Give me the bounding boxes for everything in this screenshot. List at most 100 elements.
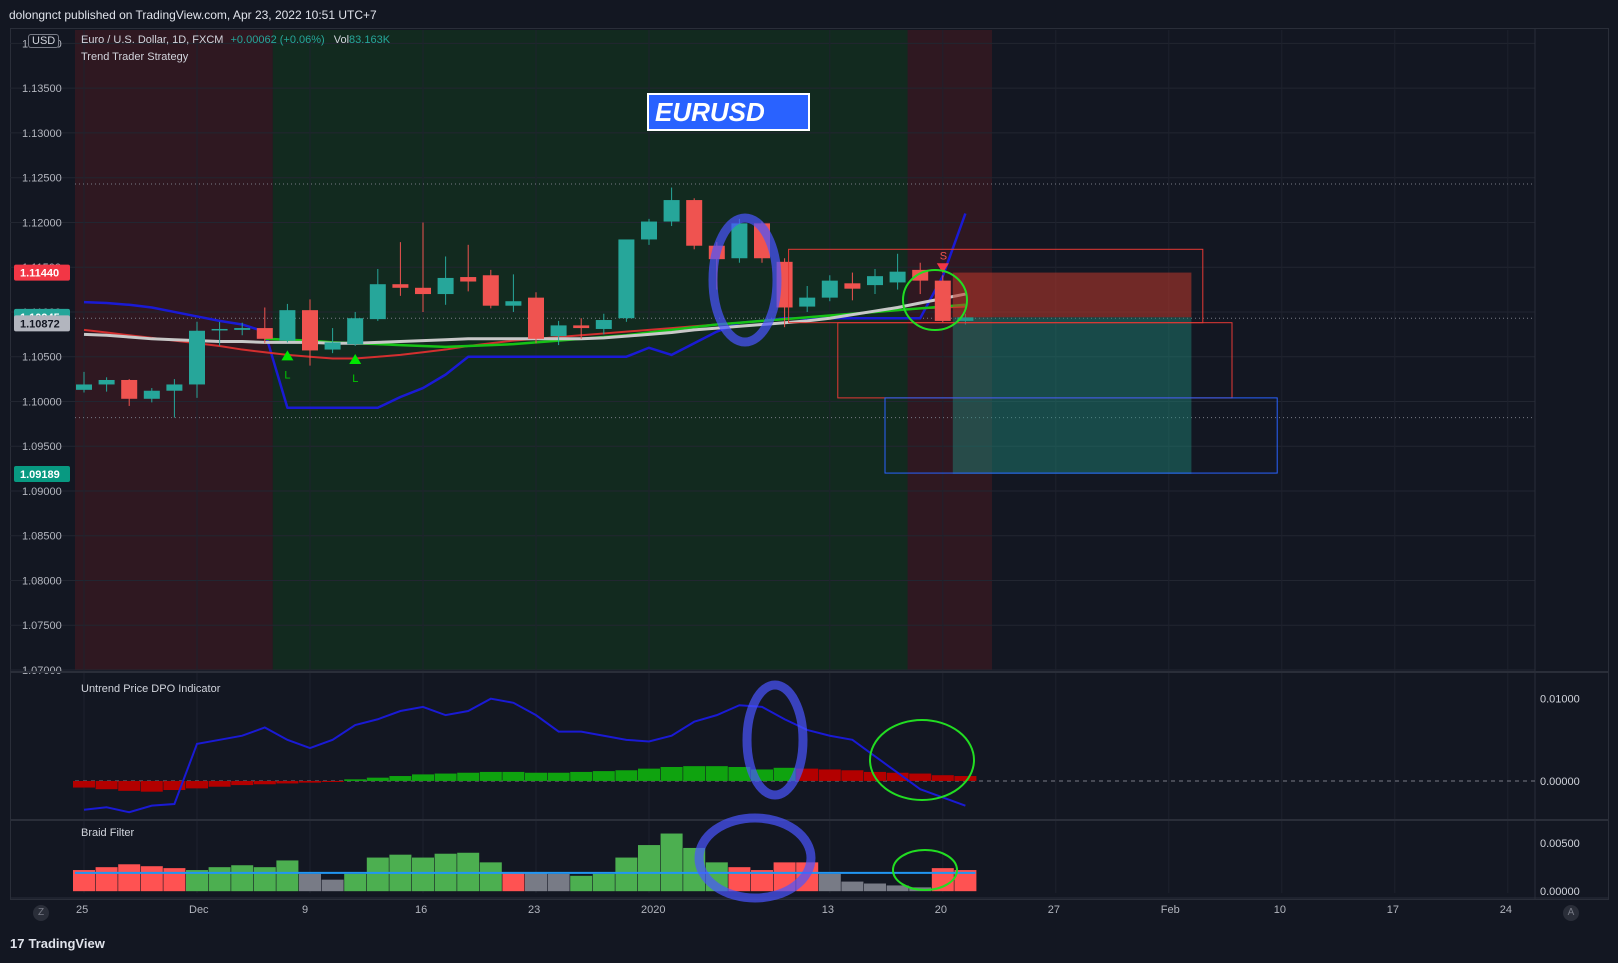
dpo-bar <box>818 769 841 781</box>
braid-bar <box>570 875 593 892</box>
long-signal-arrow <box>349 353 362 364</box>
braid-bar <box>118 864 141 892</box>
candle-body <box>234 328 251 330</box>
time-tick-label: 25 <box>76 904 88 916</box>
price-tick-label: 1.08500 <box>22 531 62 543</box>
symbol-change: +0.00062 (+0.06%) <box>230 34 325 46</box>
candle-body <box>279 310 296 341</box>
long-signal-arrow <box>281 350 294 361</box>
candle-body <box>663 200 680 222</box>
candle-body <box>189 330 205 385</box>
candle-body <box>302 310 318 351</box>
chart-frame <box>10 28 1609 900</box>
braid-bar <box>592 873 615 892</box>
braid-tick-label: 0.00000 <box>1540 886 1580 898</box>
braid-bar <box>886 885 909 892</box>
price-label-badge <box>14 315 70 332</box>
braid-bar <box>344 873 367 892</box>
candle-body <box>867 276 883 286</box>
candle-body <box>460 277 477 282</box>
dpo-bar <box>118 780 141 791</box>
candle-body <box>505 301 522 306</box>
candle-body <box>482 275 499 306</box>
braid-bar <box>818 873 841 892</box>
dpo-bar <box>570 771 593 781</box>
braid-bar <box>954 870 977 892</box>
candle-body <box>550 325 567 337</box>
dpo-bar <box>751 769 773 781</box>
dpo-bar <box>773 767 796 781</box>
strategy-name: Trend Trader Strategy <box>81 51 189 63</box>
dpo-bar <box>909 773 932 781</box>
dpo-bar <box>479 771 502 781</box>
price-tick-label: 1.10000 <box>22 396 62 408</box>
braid-bar <box>660 833 683 892</box>
eurusd-annotation: EURUSD <box>647 93 810 131</box>
braid-bar <box>502 871 525 892</box>
dpo-bar <box>931 775 954 781</box>
candle-body <box>573 325 590 329</box>
dpo-line <box>83 697 966 814</box>
dpo-bar <box>299 780 321 783</box>
dpo-bar <box>683 766 706 781</box>
candle-body <box>437 277 454 295</box>
braid-bar <box>253 867 276 892</box>
currency-button[interactable]: USD <box>28 34 60 48</box>
candle-body <box>934 280 951 321</box>
candle-body <box>844 283 861 289</box>
time-tick-label: 16 <box>415 904 427 916</box>
candle-body <box>821 280 838 298</box>
auto-scale-button[interactable]: A <box>1563 905 1579 921</box>
dpo-bar <box>140 780 163 792</box>
dpo-bar <box>547 772 570 781</box>
candle-body <box>595 320 612 329</box>
dpo-bar <box>95 780 118 790</box>
time-tick-label: 23 <box>528 904 540 916</box>
braid-blue-scribble <box>694 813 816 903</box>
time-tick-label: Dec <box>189 904 209 916</box>
dpo-tick-label: 0.00000 <box>1540 776 1580 788</box>
dpo-bar <box>231 780 254 786</box>
braid-bar <box>412 857 434 892</box>
bg-red-zone-2 <box>907 30 992 670</box>
short-signal-label: S <box>940 250 947 262</box>
candle-body <box>528 297 544 339</box>
symbol-legend: Euro / U.S. Dollar, 1D, FXCM +0.00062 (+… <box>81 34 390 46</box>
braid-tick-label: 0.00500 <box>1540 838 1580 850</box>
braid-bar <box>728 867 751 892</box>
dpo-bar <box>502 771 525 781</box>
symbol-name: Euro / U.S. Dollar, 1D, FXCM <box>81 34 224 46</box>
braid-bar <box>163 868 186 892</box>
dpo-bar <box>638 768 660 781</box>
braid-bar <box>276 860 299 892</box>
candle-body <box>324 342 341 350</box>
braid-bar <box>95 867 118 892</box>
candle-body <box>76 384 92 390</box>
braid-bar <box>479 862 502 892</box>
braid-bar <box>864 883 886 892</box>
white-ma-line <box>83 292 966 345</box>
dpo-blue-scribble <box>742 680 808 800</box>
candle-body <box>211 328 228 331</box>
time-tick-label: 9 <box>302 904 308 916</box>
take-profit-zone <box>952 317 1192 474</box>
candle-body <box>369 284 386 320</box>
dpo-bar <box>276 780 299 784</box>
dpo-bar <box>208 780 231 787</box>
dpo-bar <box>705 766 728 781</box>
candle-body <box>618 239 635 319</box>
tradingview-logo: 17 TradingView <box>10 936 105 951</box>
time-tick-label: 2020 <box>641 904 665 916</box>
candle-body <box>143 390 160 399</box>
price-label-badge <box>14 264 70 281</box>
dpo-bar <box>163 780 186 791</box>
dpo-bar <box>615 770 638 781</box>
zoom-button[interactable]: Z <box>33 905 49 921</box>
braid-bar <box>525 871 547 892</box>
braid-bar <box>841 881 864 892</box>
candle-body <box>686 200 703 246</box>
price-tick-label: 1.08000 <box>22 575 62 587</box>
price-tick-label: 1.07500 <box>22 620 62 632</box>
braid-bar <box>140 866 163 892</box>
